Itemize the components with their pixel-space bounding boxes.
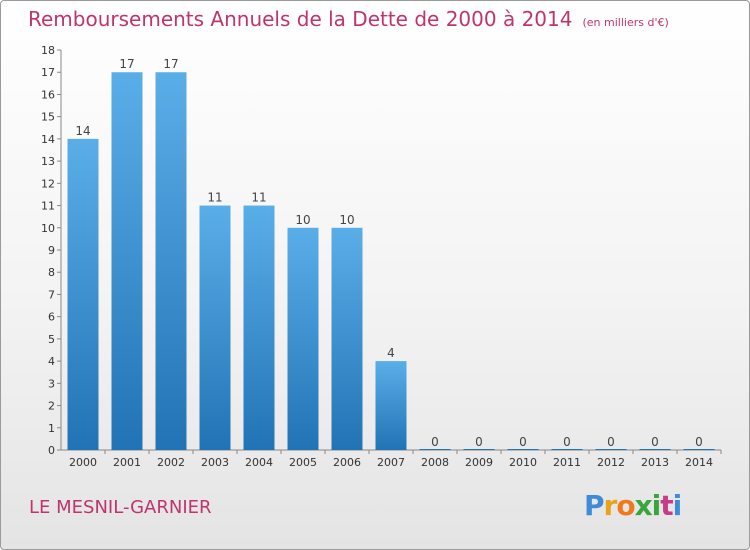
y-tick-label: 12	[41, 177, 55, 190]
x-tick-label: 2002	[157, 456, 185, 469]
data-label: 10	[339, 213, 354, 227]
bar	[111, 72, 143, 450]
data-label: 17	[119, 57, 134, 71]
logo-letter: r	[603, 489, 618, 522]
y-tick-label: 1	[48, 422, 55, 435]
y-tick-label: 2	[48, 400, 55, 413]
bar	[67, 138, 99, 450]
bar	[683, 449, 715, 450]
x-tick-label: 2000	[69, 456, 97, 469]
y-tick-label: 0	[48, 444, 55, 457]
bar	[375, 361, 407, 450]
y-tick-label: 16	[41, 88, 55, 101]
logo-letter: o	[616, 489, 635, 522]
data-label: 11	[251, 191, 266, 205]
y-tick-label: 5	[48, 333, 55, 346]
x-tick-label: 2006	[333, 456, 361, 469]
data-label: 14	[75, 124, 90, 138]
data-label: 0	[651, 435, 659, 449]
data-label: 0	[695, 435, 703, 449]
x-tick-label: 2005	[289, 456, 317, 469]
data-label: 17	[163, 57, 178, 71]
logo-letter: x	[634, 489, 653, 522]
y-tick-label: 8	[48, 266, 55, 279]
chart-title-main: Remboursements Annuels de la Dette de 20…	[28, 7, 573, 31]
bar	[199, 205, 231, 450]
y-tick-label: 11	[41, 200, 55, 213]
y-tick-label: 18	[41, 44, 55, 57]
y-tick-label: 9	[48, 244, 55, 257]
data-label: 0	[607, 435, 615, 449]
x-tick-label: 2013	[641, 456, 669, 469]
logo-letter: i	[672, 489, 683, 522]
y-tick-label: 13	[41, 155, 55, 168]
x-tick-label: 2014	[685, 456, 713, 469]
bar	[287, 227, 319, 450]
x-tick-label: 2001	[113, 456, 141, 469]
data-label: 11	[207, 191, 222, 205]
data-label: 0	[519, 435, 527, 449]
bar	[507, 449, 539, 450]
logo-letter: i	[651, 489, 662, 522]
bar	[551, 449, 583, 450]
data-label: 0	[563, 435, 571, 449]
bar	[155, 72, 187, 450]
data-label: 10	[295, 213, 310, 227]
x-tick-label: 2010	[509, 456, 537, 469]
bar	[243, 205, 275, 450]
y-tick-label: 7	[48, 288, 55, 301]
bar	[639, 449, 671, 450]
x-tick-label: 2008	[421, 456, 449, 469]
proxiti-logo: Proxiti	[584, 489, 683, 522]
bar	[419, 449, 451, 450]
y-tick-label: 14	[41, 133, 55, 146]
x-tick-label: 2003	[201, 456, 229, 469]
x-tick-label: 2009	[465, 456, 493, 469]
x-tick-label: 2007	[377, 456, 405, 469]
x-tick-label: 2004	[245, 456, 273, 469]
y-tick-label: 10	[41, 222, 55, 235]
bar	[463, 449, 495, 450]
x-tick-label: 2012	[597, 456, 625, 469]
y-tick-label: 3	[48, 377, 55, 390]
y-tick-label: 4	[48, 355, 55, 368]
chart-title: Remboursements Annuels de la Dette de 20…	[28, 7, 669, 31]
y-tick-label: 17	[41, 66, 55, 79]
commune-name: LE MESNIL-GARNIER	[29, 497, 212, 518]
logo-letter: t	[660, 489, 673, 522]
x-tick-label: 2011	[553, 456, 581, 469]
data-label: 0	[475, 435, 483, 449]
y-tick-label: 15	[41, 111, 55, 124]
bar	[595, 449, 627, 450]
bar	[331, 227, 363, 450]
data-label: 4	[387, 346, 395, 360]
data-label: 0	[431, 435, 439, 449]
logo-letter: P	[584, 489, 605, 522]
chart-subtitle: (en milliers d'€)	[582, 16, 669, 29]
y-tick-label: 6	[48, 311, 55, 324]
